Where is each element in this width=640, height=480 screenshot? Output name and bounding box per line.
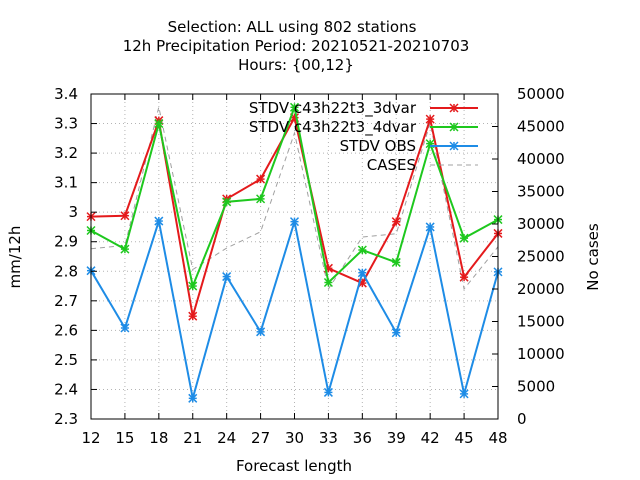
- data-point-stdv-c43h22t3-3dvar: [459, 272, 469, 282]
- y-tick-label: 2.6: [54, 321, 78, 339]
- chart-title-line-2: 12h Precipitation Period: 20210521-20210…: [123, 37, 470, 55]
- data-point-stdv-obs: [459, 389, 469, 399]
- data-point-stdv-obs: [120, 323, 130, 333]
- data-point-stdv-obs: [188, 393, 198, 403]
- y2-tick-label: 35000: [517, 183, 565, 201]
- data-point-stdv-c43h22t3-4dvar: [120, 244, 130, 254]
- data-point-stdv-c43h22t3-4dvar: [357, 245, 367, 255]
- x-tick-label: 30: [285, 429, 304, 447]
- data-point-stdv-c43h22t3-4dvar: [188, 281, 198, 291]
- data-point-stdv-c43h22t3-4dvar: [391, 257, 401, 267]
- y-tick-label: 2.5: [54, 351, 78, 369]
- y2-tick-label: 10000: [517, 345, 565, 363]
- x-tick-label: 36: [353, 429, 372, 447]
- chart-title-line-3: Hours: {00,12}: [238, 56, 354, 74]
- data-point-stdv-c43h22t3-4dvar: [256, 194, 266, 204]
- y2-tick-label: 45000: [517, 118, 565, 136]
- y-tick-label: 3: [68, 203, 78, 221]
- data-point-stdv-obs: [357, 268, 367, 278]
- data-point-stdv-obs: [256, 327, 266, 337]
- legend-label-cases: CASES: [367, 156, 416, 174]
- x-tick-label: 48: [488, 429, 507, 447]
- series-line-stdv-obs: [90, 220, 499, 399]
- legend-label-stdv-c43h22t3-3dvar: STDV c43h22t3_3dvar: [249, 99, 417, 118]
- y-tick-label: 3.3: [54, 115, 78, 133]
- data-point-stdv-c43h22t3-4dvar: [323, 277, 333, 288]
- data-point-stdv-c43h22t3-4dvar: [154, 119, 164, 129]
- y-tick-label: 2.4: [54, 380, 78, 398]
- y-tick-label: 2.9: [54, 233, 78, 251]
- data-point-stdv-obs: [289, 217, 300, 227]
- y-tick-label: 2.3: [54, 410, 78, 428]
- legend-marker-stdv-c43h22t3-3dvar: [449, 103, 459, 113]
- x-tick-label: 45: [455, 429, 474, 447]
- data-point-stdv-c43h22t3-4dvar: [459, 233, 469, 243]
- y2-tick-label: 15000: [517, 313, 565, 331]
- y2-tick-label: 25000: [517, 248, 565, 266]
- legend-label-stdv-obs: STDV OBS: [340, 137, 416, 155]
- x-tick-label: 15: [115, 429, 134, 447]
- x-tick-label: 27: [251, 429, 270, 447]
- x-tick-label: 42: [421, 429, 440, 447]
- y2-tick-label: 40000: [517, 150, 565, 168]
- x-tick-label: 24: [217, 429, 236, 447]
- data-point-stdv-c43h22t3-3dvar: [188, 311, 198, 321]
- y-tick-label: 2.7: [54, 292, 78, 310]
- data-point-stdv-obs: [425, 222, 435, 232]
- data-point-stdv-c43h22t3-4dvar: [289, 102, 300, 112]
- y-tick-label: 3.1: [54, 174, 78, 192]
- data-point-stdv-obs: [323, 387, 333, 397]
- x-tick-label: 33: [319, 429, 338, 447]
- x-tick-label: 12: [81, 429, 100, 447]
- x-tick-label: 18: [149, 429, 168, 447]
- x-tick-label: 39: [387, 429, 406, 447]
- y2-tick-label: 30000: [517, 215, 565, 233]
- data-point-stdv-obs: [154, 216, 164, 226]
- data-point-stdv-obs: [391, 328, 401, 338]
- y2-tick-label: 5000: [517, 378, 555, 396]
- x-tick-label: 21: [183, 429, 202, 447]
- y-tick-label: 3.2: [54, 144, 78, 162]
- x-axis-label: Forecast length: [236, 457, 352, 475]
- legend-marker-stdv-c43h22t3-4dvar: [449, 122, 459, 132]
- legend-marker-stdv-obs: [449, 141, 459, 151]
- y2-tick-label: 50000: [517, 85, 565, 103]
- legend-label-stdv-c43h22t3-4dvar: STDV c43h22t3_4dvar: [249, 118, 417, 137]
- data-point-stdv-c43h22t3-3dvar: [120, 211, 130, 221]
- data-point-stdv-obs: [222, 272, 232, 282]
- chart-title-line-1: Selection: ALL using 802 stations: [168, 18, 417, 36]
- data-point-stdv-c43h22t3-3dvar: [391, 217, 401, 227]
- y-tick-label: 3.4: [54, 85, 78, 103]
- data-point-stdv-c43h22t3-4dvar: [222, 197, 232, 207]
- data-point-stdv-c43h22t3-3dvar: [425, 114, 435, 124]
- y-tick-label: 2.8: [54, 262, 78, 280]
- y2-tick-label: 20000: [517, 280, 565, 298]
- series-line-cases: [90, 106, 499, 291]
- y2-axis-label: No cases: [584, 223, 602, 291]
- y2-tick-label: 0: [517, 410, 527, 428]
- y-axis-label: mm/12h: [6, 226, 24, 289]
- data-point-stdv-c43h22t3-3dvar: [256, 174, 266, 184]
